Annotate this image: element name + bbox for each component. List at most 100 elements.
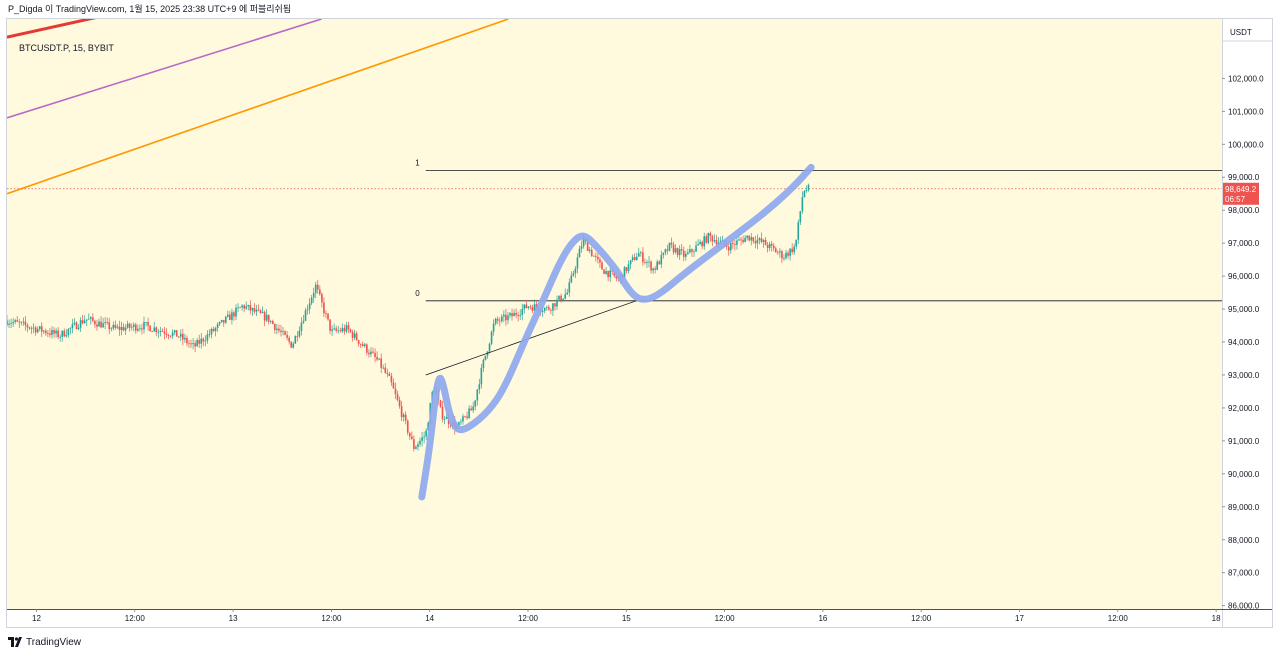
candle-body (147, 322, 149, 326)
candle-body (343, 328, 346, 332)
candle-body (302, 320, 305, 323)
time-tick-label: 12:00 (911, 614, 932, 623)
candle-body (124, 327, 127, 331)
candle-body (672, 244, 675, 253)
tradingview-brand[interactable]: TradingView (8, 634, 81, 650)
candle-body (329, 319, 331, 331)
candle-body (595, 255, 597, 257)
candle-body (143, 322, 145, 330)
candle-body (705, 236, 708, 243)
candle-body (40, 326, 43, 332)
candle-body (353, 333, 356, 338)
publisher-line: P_Digda 이 TradingView.com, 1월 15, 2025 2… (8, 4, 292, 14)
candle-body (300, 322, 303, 331)
overlay-line-red (7, 19, 97, 39)
candle-body (766, 244, 769, 248)
candle-body (402, 414, 405, 418)
candle-body (210, 328, 213, 335)
candle-body (633, 257, 636, 261)
candle-body (507, 315, 509, 321)
candle-body (51, 330, 53, 335)
candle-body (699, 241, 701, 245)
candle-body (640, 252, 642, 254)
candle-body (165, 333, 168, 335)
candle-body (374, 352, 376, 358)
candle-body (222, 319, 225, 323)
candle-body (797, 222, 800, 240)
candle-body (384, 367, 387, 373)
candle-body (415, 446, 417, 449)
candle-body (685, 253, 687, 257)
candle-body (177, 336, 180, 338)
candle-body (112, 324, 115, 329)
candle-body (251, 308, 254, 311)
candle-body (22, 321, 25, 323)
candle-body (90, 317, 92, 319)
countdown-label: 06:57 (1225, 195, 1246, 204)
candle-body (286, 334, 288, 338)
price-tick-label: 93,000.0 (1228, 371, 1260, 380)
candle-body (145, 322, 147, 323)
candle-body (261, 312, 264, 313)
candle-body (572, 273, 575, 276)
candle-body (159, 330, 162, 332)
candle-body (134, 324, 137, 331)
candle-body (361, 344, 364, 347)
candle-body (613, 271, 616, 276)
candle-body (605, 270, 607, 274)
price-tick-label: 92,000.0 (1228, 404, 1260, 413)
price-tick-label: 91,000.0 (1228, 437, 1260, 446)
overlay-line-purple (7, 19, 322, 119)
candle-body (564, 294, 567, 299)
time-tick-label: 13 (229, 614, 238, 623)
candle-body (496, 318, 499, 321)
candle-body (779, 251, 781, 253)
candle-body (341, 328, 344, 332)
candle-body (627, 264, 630, 271)
price-tick-label: 98,000.0 (1228, 206, 1260, 215)
price-tick-label: 102,000.0 (1228, 74, 1264, 83)
candle-body (498, 320, 501, 322)
time-tick-label: 12:00 (1108, 614, 1129, 623)
chart-frame[interactable]: 1 0 USDT 102,000.0 101,000.0 100,000.0 99,000.… (6, 18, 1273, 628)
candle-body (715, 240, 718, 245)
candle-body (719, 240, 722, 243)
candle-body (194, 343, 196, 347)
candle-body (711, 236, 714, 242)
candle-body (701, 241, 704, 247)
candle-body (8, 323, 10, 325)
candle-body (98, 321, 100, 327)
candle-body (642, 252, 644, 263)
candle-body (668, 242, 671, 251)
candle-body (169, 335, 172, 337)
candle-body (462, 416, 464, 422)
candle-body (664, 249, 667, 253)
candle-body (419, 440, 421, 445)
price-tick-label: 90,000.0 (1228, 470, 1260, 479)
candle-body (791, 248, 793, 253)
candle-body (674, 248, 677, 253)
price-chart[interactable]: 10USDT102,000.0101,000.0100,000.099,000.… (7, 19, 1272, 627)
candle-body (24, 321, 27, 326)
candle-body (333, 328, 335, 330)
candle-body (770, 243, 773, 246)
candle-body (245, 306, 248, 309)
time-tick-label: 17 (1015, 614, 1024, 623)
price-tick-label: 89,000.0 (1228, 503, 1260, 512)
candle-body (149, 325, 151, 332)
candle-body (106, 322, 109, 324)
candle-body (601, 262, 603, 270)
candle-body (492, 323, 495, 332)
candle-body (580, 246, 583, 249)
candle-body (351, 331, 354, 338)
candle-body (799, 211, 802, 223)
candle-body (114, 324, 117, 328)
candle-body (337, 330, 340, 332)
candle-body (590, 249, 593, 256)
candle-body (45, 330, 47, 334)
time-tick-label: 14 (425, 614, 434, 623)
candle-body (288, 337, 290, 342)
candle-body (670, 242, 673, 245)
candle-body (137, 328, 139, 331)
candle-body (754, 241, 757, 244)
